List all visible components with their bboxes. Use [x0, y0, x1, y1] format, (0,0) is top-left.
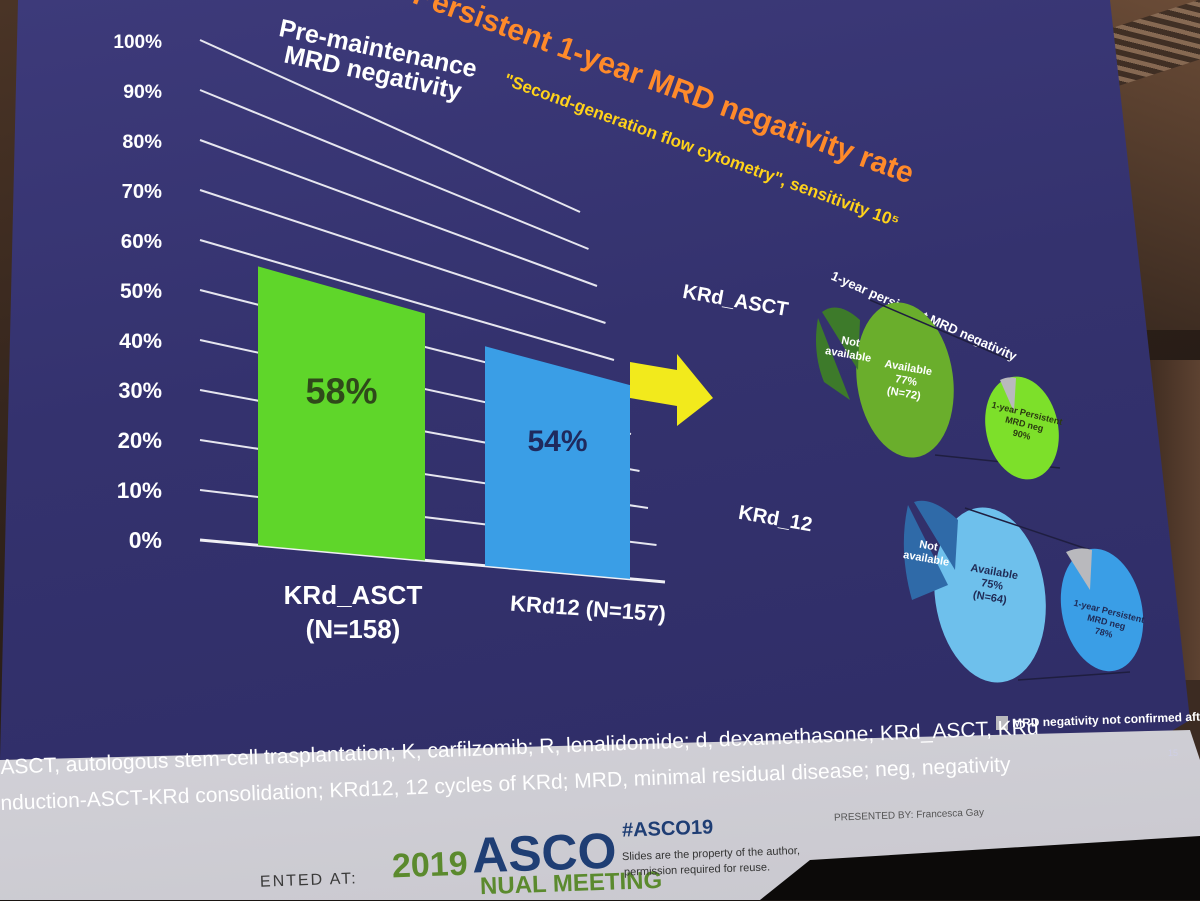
- legend-swatch: [996, 716, 1008, 730]
- y-tick-label: 80%: [122, 131, 162, 153]
- pie1-not-available-slice: [822, 307, 860, 370]
- gridline: [199, 538, 666, 584]
- x-category-line: (N=158): [305, 614, 401, 644]
- zoom-line: [964, 507, 1091, 551]
- hashtag: #ASCO19: [621, 816, 714, 842]
- pie2-not-available-slice: [903, 505, 948, 600]
- y-tick-label: 10%: [117, 478, 162, 503]
- gridline: [199, 239, 615, 361]
- pie2-not-confirmed-slice: [1066, 548, 1092, 590]
- y-tick-label: 60%: [121, 230, 162, 253]
- gridline: [199, 39, 581, 213]
- pie2-available-label: Available 75% (N=64): [965, 562, 1019, 609]
- pie1-not-confirmed-slice: [1000, 377, 1016, 412]
- meeting-year: 2019: [391, 844, 469, 886]
- gridline: [199, 139, 598, 287]
- y-tick-label: 30%: [118, 378, 162, 403]
- y-tick-label: 90%: [123, 81, 162, 103]
- y-tick-label: 20%: [118, 428, 163, 453]
- x-category-line: KRd_ASCT: [283, 580, 423, 610]
- x-category-label-1: KRd_ASCT (N=158): [258, 578, 448, 646]
- presented-at-label: ENTED AT:: [259, 870, 358, 891]
- y-tick-label: 40%: [119, 329, 162, 353]
- bar-value-label: 58%: [305, 370, 377, 411]
- pie2-not-available-slice: [914, 500, 958, 570]
- y-tick-label: 50%: [120, 280, 162, 303]
- pie2-available-slice: [934, 507, 1046, 683]
- pie1-persistent-slice: [985, 376, 1059, 480]
- page-number: 15: [1168, 748, 1179, 758]
- arrow-icon: [630, 354, 713, 426]
- gridline: [199, 89, 589, 250]
- bar: [258, 266, 425, 561]
- pie1-available-slice: [856, 302, 954, 458]
- pie2-persistent-slice: [1060, 548, 1144, 672]
- y-tick-label: 0%: [129, 527, 162, 553]
- y-tick-label: 70%: [122, 181, 162, 203]
- gridline: [199, 189, 606, 324]
- zoom-line: [869, 299, 1011, 361]
- bar-value-label: 54%: [527, 425, 587, 458]
- pie1-not-available-slice: [816, 318, 850, 400]
- y-tick-label: 100%: [113, 32, 162, 53]
- bar: [485, 346, 630, 579]
- zoom-line: [1017, 671, 1131, 681]
